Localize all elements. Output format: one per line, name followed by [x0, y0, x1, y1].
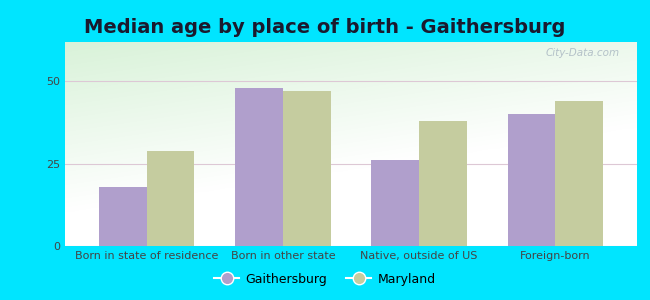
Bar	[419, 121, 467, 246]
Text: City-Data.com: City-Data.com	[546, 48, 620, 58]
Text: Median age by place of birth - Gaithersburg: Median age by place of birth - Gaithersb…	[84, 18, 566, 37]
Bar	[283, 92, 331, 246]
Legend: Gaithersburg, Maryland: Gaithersburg, Maryland	[209, 268, 441, 291]
Bar	[371, 160, 419, 246]
Bar	[147, 151, 194, 246]
Bar	[555, 101, 603, 246]
Bar	[235, 88, 283, 246]
Bar	[99, 187, 147, 246]
Bar	[508, 114, 555, 246]
